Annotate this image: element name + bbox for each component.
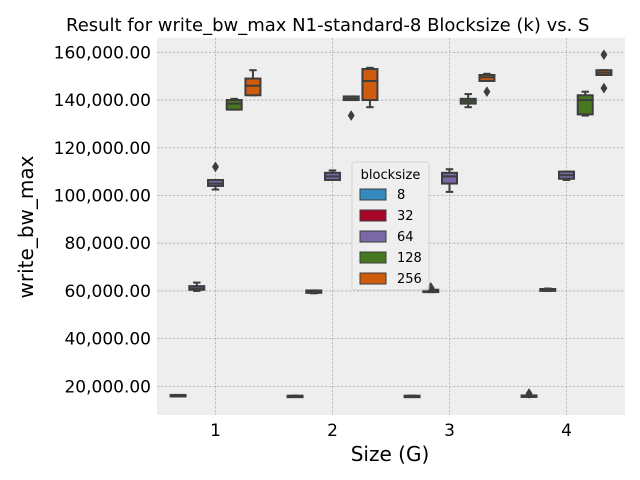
y-axis: 20,000.00 40,000.00 60,000.00 80,000.00 100,… (54, 43, 151, 397)
box-256-size-4 (595, 49, 613, 94)
x-axis: 1 2 3 4 (210, 421, 572, 441)
box-8-size-4 (520, 388, 538, 399)
box-256-size-1 (244, 69, 262, 97)
box-extra-size-2 (305, 289, 323, 295)
y-tick-label: 40,000.00 (64, 330, 151, 350)
y-tick-label: 100,000.00 (54, 186, 151, 206)
x-tick-label: 4 (561, 421, 572, 441)
y-tick-label: 140,000.00 (54, 91, 151, 111)
box-body (361, 68, 379, 102)
legend-swatch (359, 251, 387, 264)
box-outlier (212, 161, 219, 173)
y-tick-label: 20,000.00 (64, 377, 151, 397)
box-128-size-2 (342, 95, 360, 122)
y-tick-label: 160,000.00 (54, 43, 151, 63)
box-body (576, 94, 594, 116)
x-tick-label: 1 (210, 421, 221, 441)
legend-swatch (359, 272, 387, 285)
legend-label: 128 (397, 251, 422, 266)
y-tick-label: 80,000.00 (64, 234, 151, 254)
legend-label: 32 (397, 209, 414, 224)
box-64-size-4 (558, 170, 575, 181)
legend-label: 64 (397, 230, 414, 245)
box-64-size-3 (441, 168, 458, 193)
legend-swatch (359, 230, 387, 243)
grid (157, 38, 625, 415)
legend-label: 256 (397, 272, 422, 287)
box-body (244, 77, 262, 97)
box-outlier (600, 49, 608, 61)
box-body (225, 99, 243, 111)
box-extra-size-3 (422, 281, 440, 294)
box-outlier (525, 388, 533, 399)
legend-swatch (359, 209, 387, 222)
box-body (441, 171, 458, 185)
x-axis-label: Size (G) (351, 442, 430, 466)
chart-title: Result for write_bw_max N1-standard-8 Bl… (66, 15, 589, 36)
box-128-size-3 (459, 93, 477, 109)
box-8-size-2 (286, 394, 304, 399)
box-extra-size-1 (188, 281, 206, 292)
legend-label: 8 (397, 188, 405, 203)
box-128-size-4 (576, 90, 594, 117)
y-tick-label: 60,000.00 (64, 282, 151, 302)
box-8-size-1 (169, 393, 187, 398)
box-128-size-1 (225, 97, 243, 111)
box-outlier (347, 110, 355, 122)
box-64-size-1 (207, 161, 224, 191)
legend-title: blocksize (361, 168, 421, 183)
x-tick-label: 3 (444, 421, 455, 441)
legend-swatch (359, 188, 387, 201)
box-256-size-3 (478, 72, 496, 98)
box-256-size-2 (361, 66, 379, 109)
box-64-size-2 (324, 169, 341, 181)
y-axis-label: write_bw_max (14, 155, 38, 298)
box-8-size-3 (403, 394, 421, 399)
legend: blocksize 8 32 64 128 256 (351, 161, 430, 291)
box-outlier (600, 82, 608, 94)
boxes (169, 49, 613, 399)
box-outlier (483, 86, 491, 98)
box-extra-size-4 (539, 287, 557, 292)
y-tick-label: 120,000.00 (54, 139, 151, 159)
x-tick-label: 2 (327, 421, 338, 441)
